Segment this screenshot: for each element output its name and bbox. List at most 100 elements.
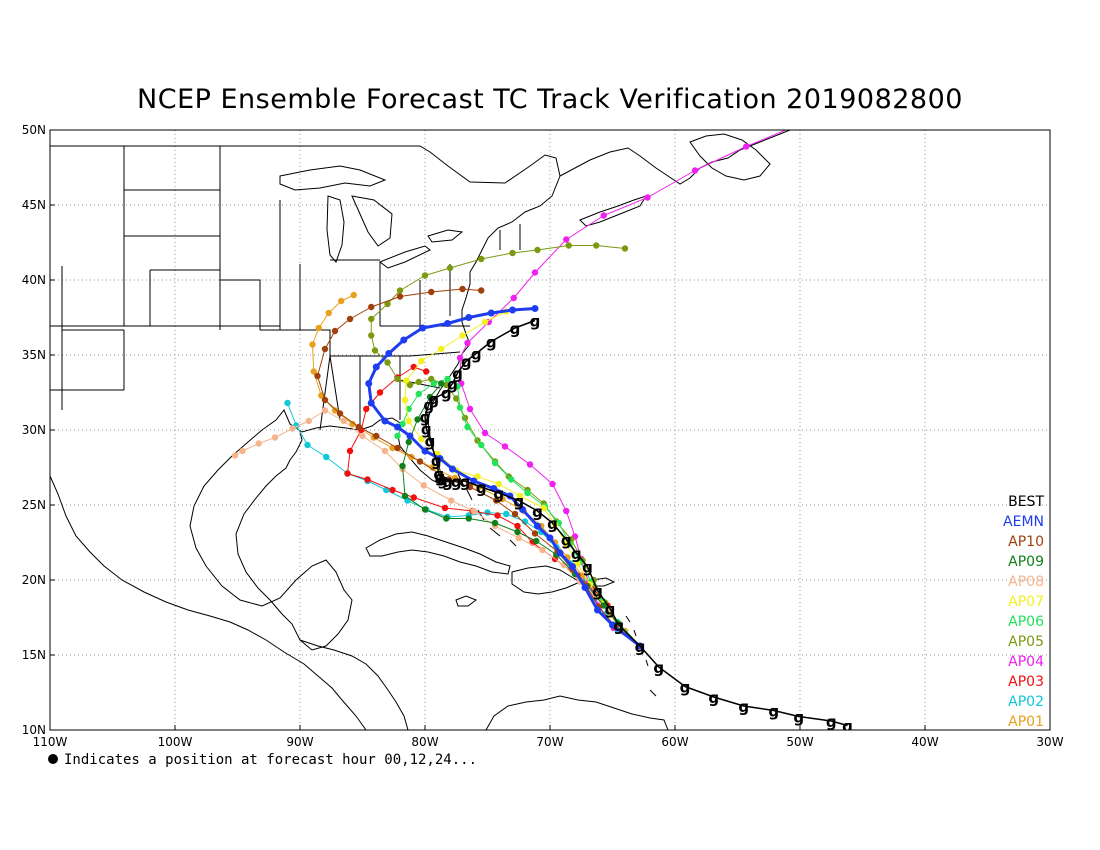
track-point-ap09 xyxy=(491,519,499,527)
track-point-aemn xyxy=(546,534,554,542)
track-point-ap10 xyxy=(459,285,466,293)
track-point-ap03 xyxy=(364,476,371,483)
best-track-hurricane-symbol: ɡ xyxy=(461,353,472,371)
track-point-ap08 xyxy=(381,447,389,455)
track-point-aemn xyxy=(569,563,576,570)
best-track-hurricane-symbol: ɡ xyxy=(437,472,448,490)
track-point-ap09 xyxy=(600,602,607,609)
track-point-ap01 xyxy=(310,368,317,375)
track-point-ap10 xyxy=(416,458,424,465)
chart-title: NCEP Ensemble Forecast TC Track Verifica… xyxy=(137,84,963,115)
track-ap08 xyxy=(231,407,644,650)
track-point-ap05 xyxy=(621,245,629,252)
track-point-ap04 xyxy=(531,269,539,276)
best-track-hurricane-symbol: ɡ xyxy=(635,638,646,656)
y-tick-label: 25N xyxy=(22,498,46,512)
best-track-hurricane-symbol: ɡ xyxy=(423,397,434,415)
best-track-hurricane-symbol: ɡ xyxy=(460,473,471,491)
position-dot-icon xyxy=(48,754,58,764)
track-point-ap09 xyxy=(443,515,450,522)
x-tick-label: 70W xyxy=(536,735,563,749)
lake-huron xyxy=(351,195,393,247)
x-tick-label: 90W xyxy=(286,735,313,749)
track-point-ap06 xyxy=(399,420,406,428)
track-point-ap06 xyxy=(415,390,422,398)
track-point-ap07 xyxy=(401,396,409,404)
track-point-aemn xyxy=(581,584,589,591)
bahamas xyxy=(457,473,517,547)
best-track-hurricane-symbol: ɡ xyxy=(530,313,541,331)
track-point-ap04 xyxy=(501,443,509,450)
track-point-ap05 xyxy=(453,395,460,402)
best-track-hurricane-symbol: ɡ xyxy=(513,493,524,511)
track-point-ap03 xyxy=(410,363,417,371)
best-track-hurricane-symbol: ɡ xyxy=(420,409,431,427)
best-track-hurricane-symbol: ɡ xyxy=(510,320,521,338)
track-point-ap03 xyxy=(376,389,384,396)
best-track-hurricane-symbol: ɡ xyxy=(435,469,446,487)
best-track-hurricane-symbol: ɡ xyxy=(428,391,439,409)
track-point-ap04 xyxy=(481,429,489,437)
track-point-ap06 xyxy=(430,380,437,387)
best-track-hurricane-symbol: ɡ xyxy=(592,583,603,601)
track-point-ap06 xyxy=(478,441,485,449)
track-point-ap10 xyxy=(336,410,344,417)
track-point-ap05 xyxy=(394,375,401,383)
track-point-ap03 xyxy=(441,504,449,512)
track-point-ap03 xyxy=(410,494,417,501)
track-point-ap04 xyxy=(456,354,464,362)
mexico-pacific xyxy=(50,475,367,730)
best-track-hurricane-symbol: ɡ xyxy=(493,485,504,503)
track-point-ap10 xyxy=(531,530,539,537)
track-point-ap09 xyxy=(414,416,421,423)
best-track-hurricane-symbol: ɡ xyxy=(768,703,779,721)
track-point-ap09 xyxy=(438,380,445,387)
track-point-ap06 xyxy=(524,489,531,497)
track-point-ap01 xyxy=(338,297,345,305)
track-point-ap10 xyxy=(321,396,329,404)
track-point-ap10 xyxy=(314,372,321,380)
track-point-ap05 xyxy=(509,249,516,257)
track-point-aemn xyxy=(465,314,473,321)
track-point-ap08 xyxy=(515,534,522,542)
track-line-ap04 xyxy=(459,130,787,647)
track-point-ap03 xyxy=(494,512,501,519)
track-point-aemn xyxy=(519,506,526,513)
track-point-aemn xyxy=(406,432,414,440)
legend-item-ap07: AP07 xyxy=(1008,594,1044,610)
legend-item-best: BEST xyxy=(1008,494,1044,510)
track-point-ap05 xyxy=(384,300,391,308)
y-tick-label: 45N xyxy=(22,198,46,212)
track-point-aemn xyxy=(531,305,539,312)
legend-item-ap09: AP09 xyxy=(1008,554,1044,570)
track-point-ap04 xyxy=(743,143,750,150)
track-point-ap07 xyxy=(405,417,412,425)
track-point-ap05 xyxy=(534,246,541,254)
track-point-ap06 xyxy=(456,404,464,411)
best-track-hurricane-symbol: ɡ xyxy=(842,718,853,736)
track-point-ap08 xyxy=(448,497,455,504)
x-tick-label: 40W xyxy=(911,735,938,749)
track-point-ap02 xyxy=(503,510,510,518)
best-track-hurricane-symbol: ɡ xyxy=(451,473,462,491)
track-point-aemn xyxy=(394,423,401,431)
nova-scotia xyxy=(579,195,648,227)
track-line-ap08 xyxy=(234,410,641,647)
track-point-ap08 xyxy=(470,507,477,515)
track-point-ap01 xyxy=(451,474,459,482)
track-point-ap03 xyxy=(389,486,396,494)
best-track-hurricane-symbol: ɡ xyxy=(561,532,572,550)
track-ap02 xyxy=(284,399,644,650)
track-point-ap03 xyxy=(344,470,351,477)
best-track-hurricane-symbol: ɡ xyxy=(442,473,453,491)
best-track-hurricane-symbol: ɡ xyxy=(613,617,624,635)
track-point-ap10 xyxy=(331,327,339,335)
track-point-ap07 xyxy=(418,435,425,443)
legend-item-ap01: AP01 xyxy=(1008,714,1044,730)
track-point-ap08 xyxy=(289,425,296,432)
track-point-ap08 xyxy=(359,432,366,440)
best-track-hurricane-symbol: ɡ xyxy=(421,421,432,439)
track-point-ap05 xyxy=(443,381,450,389)
track-point-ap01 xyxy=(429,464,436,471)
